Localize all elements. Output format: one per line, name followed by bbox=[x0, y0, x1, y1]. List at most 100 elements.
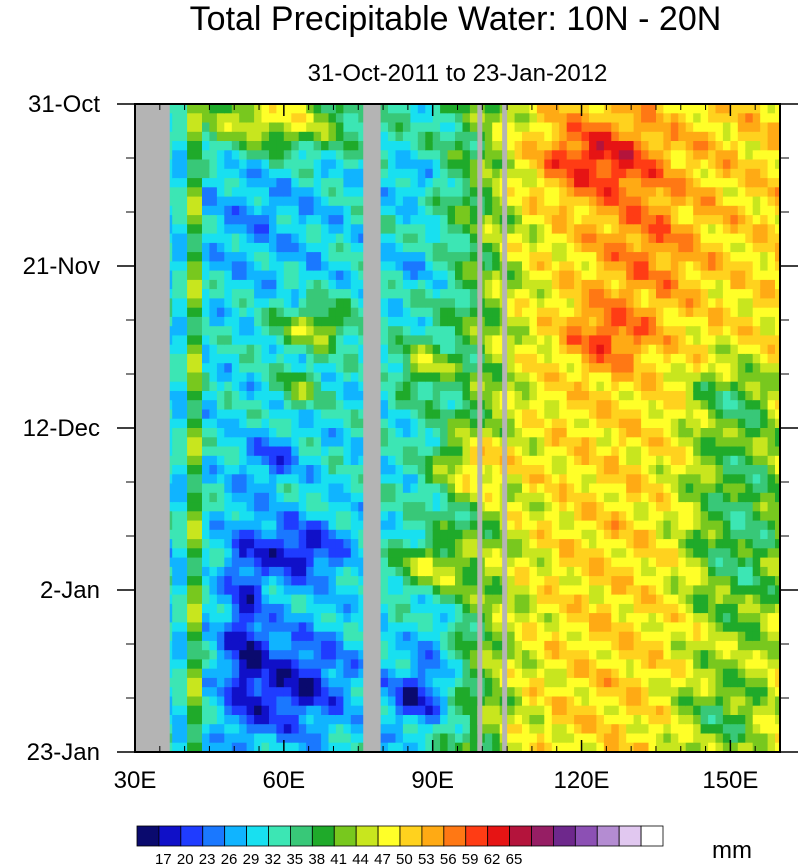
heatmap-cell bbox=[187, 372, 196, 383]
heatmap-cell bbox=[224, 122, 233, 133]
heatmap-cell bbox=[492, 224, 501, 235]
heatmap-cell bbox=[291, 585, 300, 596]
heatmap-cell bbox=[224, 640, 233, 651]
heatmap-cell bbox=[410, 557, 419, 568]
heatmap-cell bbox=[261, 511, 270, 522]
heatmap-cell bbox=[522, 576, 530, 586]
heatmap-cell bbox=[209, 252, 218, 262]
heatmap-cell bbox=[484, 520, 493, 531]
heatmap-cell bbox=[343, 650, 352, 661]
heatmap-cell bbox=[224, 474, 233, 485]
heatmap-cell bbox=[209, 576, 218, 586]
heatmap-cell bbox=[648, 141, 657, 151]
heatmap-cell bbox=[194, 418, 203, 429]
heatmap-cell bbox=[343, 520, 352, 531]
heatmap-cell bbox=[246, 576, 255, 586]
heatmap-cell bbox=[410, 428, 419, 438]
heatmap-cell bbox=[469, 400, 478, 411]
heatmap-cell bbox=[648, 205, 657, 216]
heatmap-cell bbox=[551, 668, 560, 679]
heatmap-cell bbox=[618, 640, 627, 651]
heatmap-cell bbox=[239, 576, 248, 586]
heatmap-cell bbox=[484, 372, 493, 383]
heatmap-cell bbox=[603, 659, 612, 670]
heatmap-cell bbox=[313, 289, 322, 299]
heatmap-cell bbox=[261, 566, 270, 577]
heatmap-cell bbox=[536, 252, 545, 262]
heatmap-cell bbox=[514, 335, 523, 346]
heatmap-cell bbox=[194, 529, 203, 540]
heatmap-cell bbox=[559, 242, 568, 253]
heatmap-cell bbox=[559, 344, 568, 355]
heatmap-cell bbox=[559, 233, 568, 244]
heatmap-cell bbox=[589, 326, 597, 337]
heatmap-cell bbox=[321, 603, 330, 614]
heatmap-cell bbox=[380, 474, 389, 485]
heatmap-cell bbox=[611, 252, 620, 262]
heatmap-cell bbox=[410, 715, 419, 725]
heatmap-cell bbox=[291, 622, 300, 633]
heatmap-cell bbox=[544, 270, 553, 281]
heatmap-cell bbox=[194, 178, 203, 188]
heatmap-cell bbox=[246, 178, 255, 188]
heatmap-cell bbox=[276, 455, 285, 466]
heatmap-cell bbox=[492, 455, 501, 466]
heatmap-cell bbox=[551, 677, 560, 688]
heatmap-cell bbox=[440, 381, 449, 392]
heatmap-cell bbox=[469, 502, 478, 512]
heatmap-cell bbox=[417, 483, 426, 494]
heatmap-cell bbox=[395, 391, 404, 401]
heatmap-cell bbox=[194, 326, 203, 337]
heatmap-cell bbox=[261, 316, 270, 327]
heatmap-cell bbox=[611, 122, 620, 133]
heatmap-cell bbox=[321, 437, 330, 448]
heatmap-cell bbox=[276, 705, 285, 716]
heatmap-cell bbox=[298, 539, 307, 549]
heatmap-cell bbox=[514, 594, 523, 605]
heatmap-cell bbox=[313, 224, 322, 235]
heatmap-cell bbox=[410, 659, 419, 670]
heatmap-cell bbox=[447, 724, 456, 735]
heatmap-cell bbox=[596, 576, 605, 586]
heatmap-cell bbox=[328, 307, 337, 318]
heatmap-cell bbox=[172, 307, 181, 318]
heatmap-cell bbox=[492, 502, 501, 512]
heatmap-cell bbox=[380, 141, 389, 151]
heatmap-cell bbox=[559, 122, 568, 133]
heatmap-cell bbox=[551, 270, 560, 281]
heatmap-cell bbox=[194, 511, 203, 522]
heatmap-cell bbox=[469, 307, 478, 318]
heatmap-cell bbox=[306, 483, 315, 494]
heatmap-cell bbox=[298, 483, 307, 494]
heatmap-cell bbox=[291, 576, 300, 586]
heatmap-cell bbox=[358, 474, 367, 485]
heatmap-cell bbox=[328, 677, 337, 688]
heatmap-cell bbox=[343, 742, 352, 752]
heatmap-cell bbox=[321, 298, 330, 309]
heatmap-cell bbox=[395, 187, 404, 198]
heatmap-cell bbox=[194, 353, 203, 364]
heatmap-cell bbox=[589, 141, 597, 151]
heatmap-cell bbox=[626, 677, 635, 688]
heatmap-cell bbox=[231, 492, 240, 503]
heatmap-cell bbox=[291, 122, 300, 133]
heatmap-cell bbox=[261, 335, 270, 346]
heatmap-cell bbox=[306, 168, 315, 179]
heatmap-cell bbox=[566, 279, 575, 290]
heatmap-cell bbox=[581, 418, 590, 429]
heatmap-cell bbox=[589, 372, 597, 383]
heatmap-cell bbox=[641, 696, 650, 707]
heatmap-cell bbox=[179, 298, 188, 309]
heatmap-cell bbox=[216, 335, 225, 346]
heatmap-cell bbox=[388, 677, 396, 688]
heatmap-cell bbox=[261, 298, 270, 309]
heatmap-cell bbox=[254, 557, 263, 568]
heatmap-cell bbox=[559, 400, 568, 411]
heatmap-cell bbox=[187, 400, 196, 411]
heatmap-cell bbox=[231, 437, 240, 448]
heatmap-cell bbox=[335, 122, 344, 133]
heatmap-cell bbox=[261, 557, 270, 568]
heatmap-cell bbox=[455, 659, 463, 670]
heatmap-cell bbox=[179, 677, 188, 688]
